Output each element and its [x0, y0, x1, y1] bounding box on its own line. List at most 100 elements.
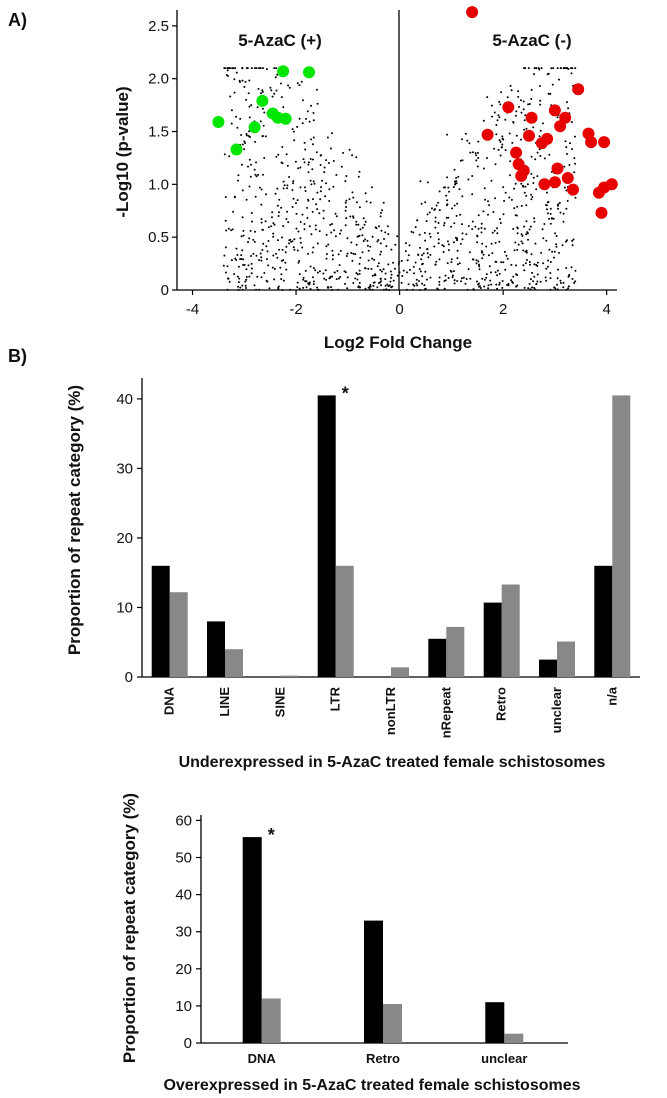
background-point: [498, 100, 501, 103]
background-point: [307, 163, 310, 166]
background-point: [533, 275, 536, 278]
background-point: [292, 180, 295, 183]
background-point: [248, 79, 251, 82]
background-point: [286, 164, 289, 167]
background-point: [227, 277, 230, 280]
background-point: [250, 267, 253, 270]
background-point: [559, 67, 562, 70]
background-point: [305, 117, 307, 120]
background-point: [407, 283, 410, 286]
background-point: [394, 267, 396, 270]
background-point: [548, 248, 551, 251]
background-point: [278, 248, 281, 251]
background-point: [564, 140, 567, 143]
background-point: [309, 288, 312, 290]
background-point: [546, 208, 548, 211]
background-point: [565, 267, 568, 269]
background-point: [520, 99, 522, 102]
background-point: [476, 280, 478, 283]
background-point: [387, 285, 390, 288]
background-point: [523, 286, 526, 289]
background-point: [536, 261, 539, 264]
background-point: [437, 242, 440, 245]
background-point: [362, 240, 365, 242]
background-point: [296, 199, 299, 202]
background-point: [310, 138, 313, 141]
background-point: [311, 276, 314, 279]
background-point: [258, 259, 260, 262]
background-point: [503, 199, 506, 202]
background-point: [294, 160, 297, 163]
background-point: [275, 252, 278, 255]
background-point: [552, 67, 555, 70]
background-point: [428, 232, 431, 235]
background-point: [555, 245, 558, 248]
background-point: [420, 202, 423, 205]
background-point: [533, 67, 536, 70]
background-point: [536, 175, 539, 178]
background-point: [416, 219, 419, 222]
background-point: [369, 245, 372, 248]
background-point: [264, 220, 267, 223]
highlight-point: [248, 121, 261, 134]
background-point: [382, 201, 385, 204]
background-point: [443, 287, 446, 290]
background-point: [355, 243, 358, 246]
background-point: [276, 73, 279, 76]
background-point: [375, 227, 378, 230]
bar1-category-label: unclear: [549, 687, 564, 733]
background-point: [477, 157, 480, 159]
background-point: [525, 251, 528, 254]
highlight-point: [279, 112, 292, 125]
background-point: [235, 247, 238, 250]
background-point: [468, 251, 471, 254]
annotation-azac-minus: 5-AzaC (-): [492, 31, 571, 50]
background-point: [487, 254, 490, 257]
background-point: [323, 277, 326, 280]
background-point: [487, 200, 489, 203]
background-point: [510, 89, 513, 92]
background-point: [493, 147, 496, 150]
highlight-point: [525, 111, 538, 124]
background-point: [261, 91, 264, 93]
background-point: [253, 284, 256, 287]
background-point: [529, 263, 532, 266]
background-point: [261, 107, 264, 110]
background-point: [556, 116, 559, 119]
background-point: [250, 262, 253, 265]
background-point: [301, 213, 304, 216]
background-point: [223, 153, 226, 156]
background-point: [304, 190, 307, 192]
bar2-bar: [242, 837, 262, 1043]
background-point: [459, 159, 462, 162]
background-point: [339, 232, 341, 235]
background-point: [553, 250, 556, 253]
bar2-ticks: 0 10 20 30 40 50 60: [175, 812, 201, 1052]
background-point: [271, 95, 274, 98]
background-point: [447, 186, 450, 189]
highlight-point: [481, 128, 494, 141]
background-point: [424, 270, 427, 273]
background-point: [562, 212, 565, 215]
background-point: [477, 151, 479, 154]
background-point: [447, 277, 450, 279]
background-point: [532, 176, 535, 179]
background-point: [520, 111, 523, 114]
background-point: [358, 281, 361, 284]
background-point: [499, 103, 502, 106]
background-point: [248, 130, 251, 133]
background-point: [549, 261, 552, 263]
background-point: [236, 126, 239, 129]
background-point: [515, 264, 517, 267]
background-point: [464, 282, 467, 285]
background-point: [370, 268, 373, 270]
background-point: [371, 257, 374, 260]
background-point: [451, 276, 454, 279]
background-point: [492, 211, 495, 213]
bar1-bar: [483, 602, 502, 677]
background-point: [566, 199, 569, 202]
background-point: [226, 69, 229, 72]
background-point: [364, 220, 367, 223]
background-point: [384, 231, 387, 234]
background-point: [240, 235, 243, 238]
